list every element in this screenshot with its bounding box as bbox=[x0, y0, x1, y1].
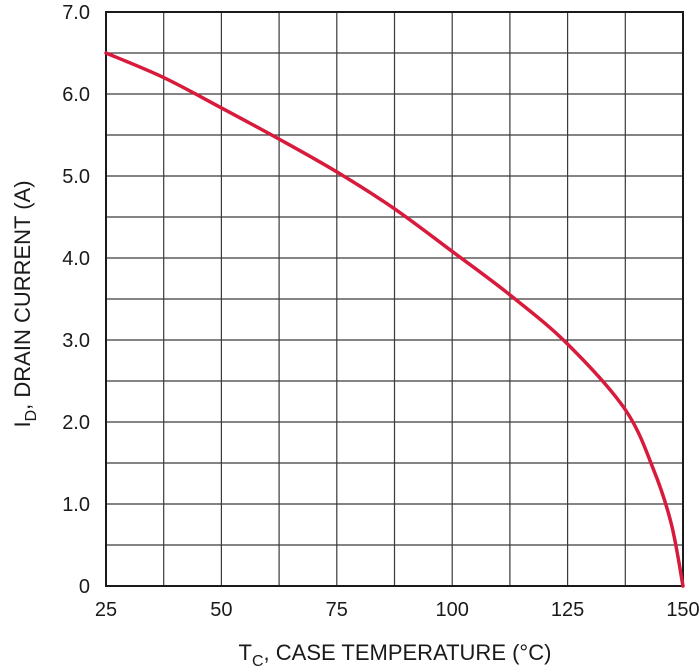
x-axis-title: TC, CASE TEMPERATURE (°C) bbox=[239, 640, 552, 670]
plot-border bbox=[105, 11, 684, 587]
y-tick-label: 3.0 bbox=[62, 330, 90, 352]
series-curve bbox=[104, 51, 685, 588]
y-tick-label: 5.0 bbox=[62, 166, 90, 188]
y-tick-labels: 0 1.0 2.0 3.0 4.0 5.0 6.0 7.0 bbox=[62, 2, 90, 598]
x-tick-label: 50 bbox=[210, 599, 232, 621]
x-tick-label: 25 bbox=[95, 599, 117, 621]
x-tick-label: 150 bbox=[666, 599, 699, 621]
x-tick-label: 125 bbox=[551, 599, 584, 621]
grid bbox=[106, 12, 683, 586]
x-tick-labels: 25 50 75 100 125 150 bbox=[95, 599, 700, 621]
y-tick-label: 7.0 bbox=[62, 2, 90, 24]
plot-frame bbox=[105, 11, 684, 587]
y-tick-label: 1.0 bbox=[62, 494, 90, 516]
y-tick-label: 6.0 bbox=[62, 84, 90, 106]
x-tick-label: 75 bbox=[326, 599, 348, 621]
drain-current-curve bbox=[104, 51, 685, 588]
y-axis-title: ID, DRAIN CURRENT (A) bbox=[10, 180, 40, 427]
y-tick-label: 2.0 bbox=[62, 412, 90, 434]
y-tick-label: 4.0 bbox=[62, 248, 90, 270]
y-tick-label: 0 bbox=[79, 576, 90, 598]
x-tick-label: 100 bbox=[436, 599, 469, 621]
